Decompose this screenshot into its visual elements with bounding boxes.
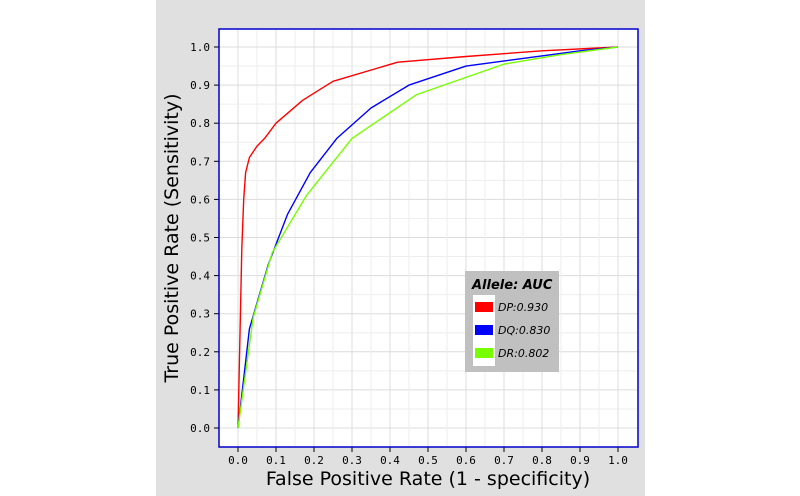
series-line-dp [237, 46, 619, 429]
y-tick-label: 0.1 [190, 384, 210, 397]
y-tick-label: 0.9 [190, 79, 210, 92]
legend-entry: DP:0.930 [498, 301, 548, 314]
y-tick-label: 0.0 [190, 422, 210, 435]
legend-entry: DQ:0.830 [498, 324, 550, 337]
y-tick-label: 1.0 [190, 41, 210, 54]
x-tick-label: 0.2 [304, 454, 324, 467]
x-tick-label: 0.6 [456, 454, 476, 467]
y-tick-label: 0.6 [190, 193, 210, 206]
x-tick-label: 0.0 [228, 454, 248, 467]
series-line-dr [237, 46, 619, 429]
chart-panel: 0.0 0.1 0.2 0.3 0.4 0.5 0.6 0.7 0.8 0.9 1.0 0.0 0.1 0… [156, 0, 645, 496]
x-tick-label: 0.3 [342, 454, 362, 467]
plot-frame [218, 28, 639, 448]
legend-swatch [475, 302, 493, 312]
legend-entry: DR:0.802 [498, 347, 549, 360]
x-axis-title: False Positive Rate (1 - specificity) [266, 468, 590, 490]
x-tick-label: 0.1 [266, 454, 286, 467]
y-tick-label: 0.2 [190, 346, 210, 359]
y-tick-label: 0.4 [190, 270, 210, 283]
y-axis-title: True Positive Rate (Sensitivity) [161, 93, 183, 383]
y-tick-label: 0.8 [190, 117, 210, 130]
legend-swatch [475, 325, 493, 335]
y-tick-label: 0.5 [190, 232, 210, 245]
x-tick-label: 0.7 [494, 454, 514, 467]
x-tick-label: 1.0 [608, 454, 628, 467]
axis-ticks: 0.0 0.1 0.2 0.3 0.4 0.5 0.6 0.7 0.8 0.9 1.0 0.0 0.1 0… [190, 41, 628, 467]
grid [219, 29, 638, 447]
x-tick-label: 0.4 [380, 454, 400, 467]
legend-swatch [475, 348, 493, 358]
y-tick-label: 0.3 [190, 308, 210, 321]
series-layer [237, 46, 619, 429]
x-tick-label: 0.5 [418, 454, 438, 467]
x-tick-label: 0.9 [570, 454, 590, 467]
legend: Allele: AUC DP:0.930 DQ:0.830 DR:0.802 [465, 271, 559, 372]
y-tick-label: 0.7 [190, 155, 210, 168]
x-tick-label: 0.8 [532, 454, 552, 467]
legend-title: Allele: AUC [471, 278, 553, 293]
roc-chart: 0.0 0.1 0.2 0.3 0.4 0.5 0.6 0.7 0.8 0.9 1.0 0.0 0.1 0… [161, 28, 639, 490]
